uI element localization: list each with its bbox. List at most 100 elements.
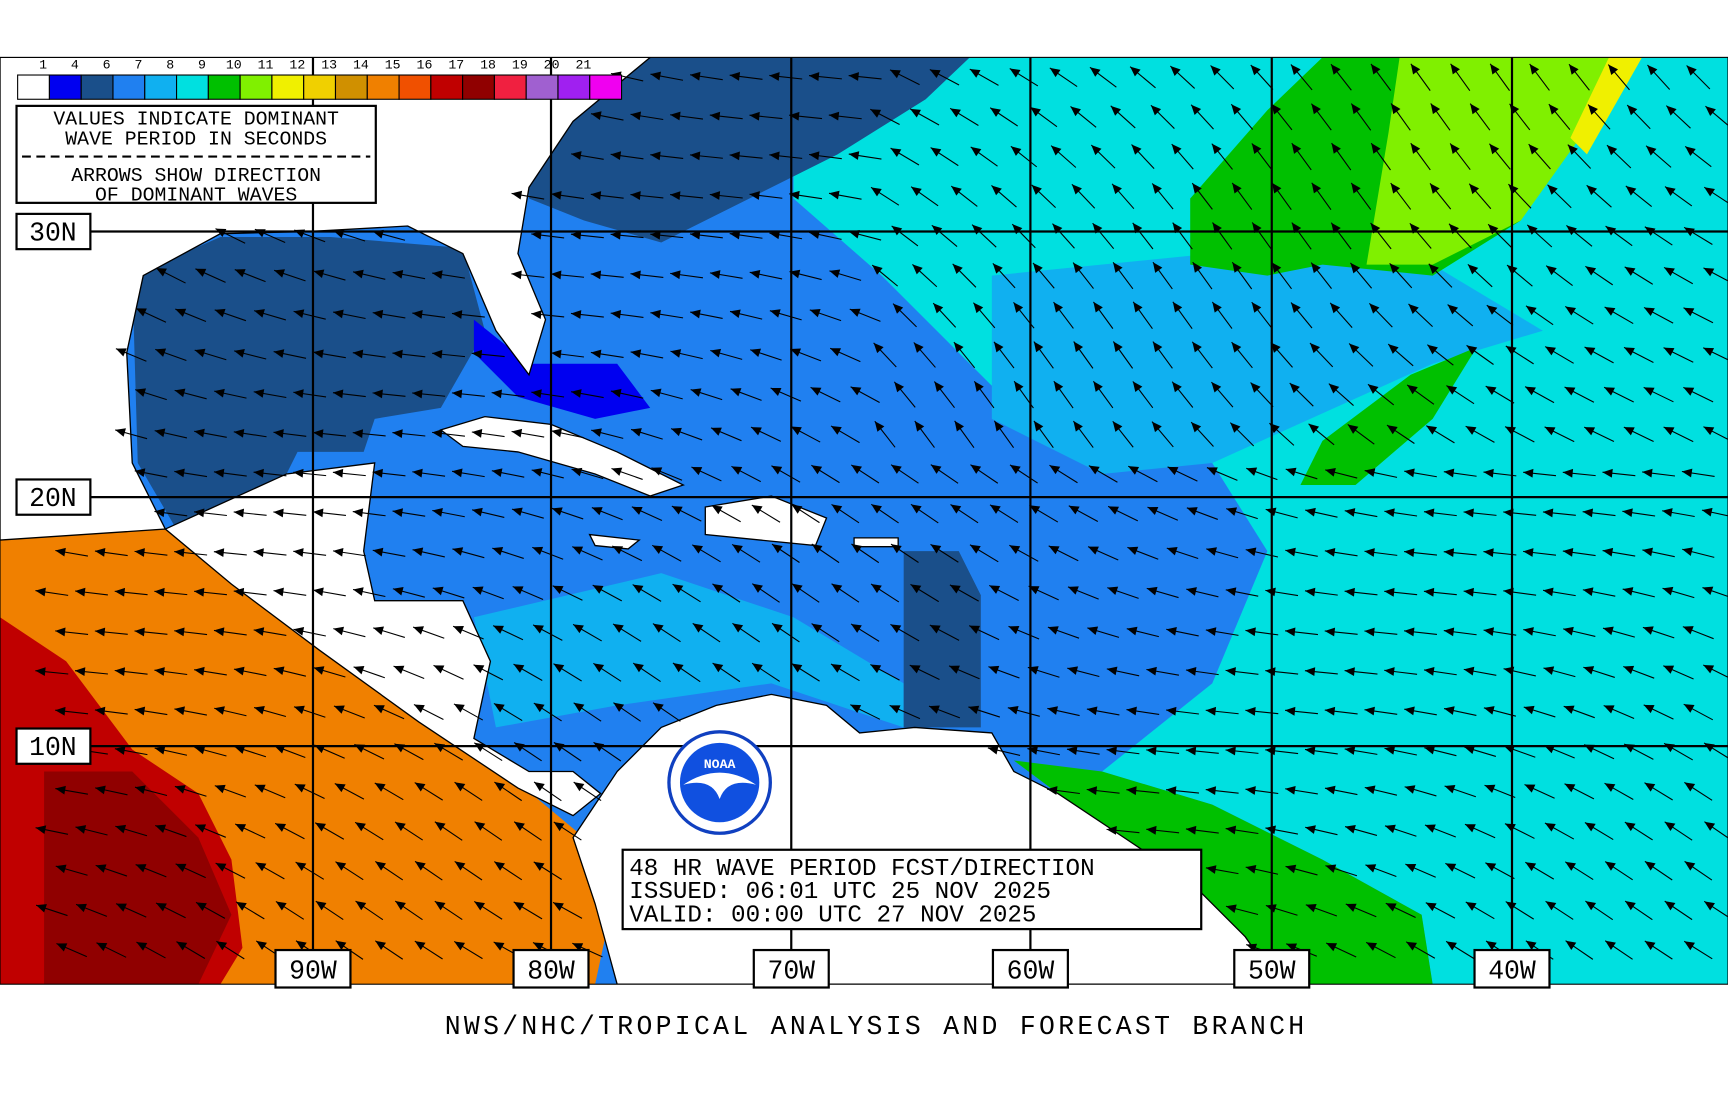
wave-arrow-head: [1585, 901, 1597, 911]
wave-arrow-head: [749, 111, 760, 121]
wave-arrow-head: [1644, 782, 1656, 792]
wave-arrow-head: [1071, 184, 1082, 195]
wave-arrow-head: [1443, 468, 1455, 478]
wave-arrow-head: [973, 302, 984, 314]
legend-label: 21: [575, 57, 591, 72]
legend-label: 8: [166, 57, 174, 72]
wave-arrow-head: [1529, 63, 1540, 75]
wave-arrow-head: [1091, 145, 1102, 156]
dark-blue-caribbean: [903, 551, 981, 728]
wave-arrow-head: [1007, 706, 1019, 715]
wave-arrow-head: [1010, 146, 1022, 156]
wave-arrow-head: [451, 389, 463, 399]
wave-arrow-head: [929, 624, 941, 634]
wave-arrow-head: [610, 230, 621, 240]
wave-arrow-head: [1623, 665, 1635, 675]
wave-arrow-head: [1644, 940, 1656, 951]
wave-arrow-head: [994, 420, 1004, 432]
wave-arrow-head: [1446, 385, 1458, 395]
wave-arrow-head: [1225, 904, 1237, 913]
wave-arrow-head: [710, 348, 722, 358]
wave-arrow-head: [772, 623, 783, 633]
wave-arrow-head: [1703, 665, 1715, 674]
wave-arrow-head: [1424, 824, 1436, 833]
wave-arrow-head: [712, 663, 724, 673]
wave-arrow-head: [553, 663, 565, 673]
wave-arrow-head: [934, 381, 944, 393]
wave-arrow-head: [1245, 547, 1257, 557]
wave-arrow-head: [850, 386, 862, 396]
wave-arrow-head: [1701, 507, 1713, 517]
wave-arrow-head: [1033, 341, 1044, 353]
wave-arrow-head: [1685, 146, 1696, 156]
wave-arrow-head: [910, 108, 921, 118]
wave-arrow-head: [294, 784, 306, 793]
wave-arrow-head: [769, 151, 780, 161]
wave-arrow-head: [1425, 902, 1437, 912]
wave-arrow-head: [1548, 104, 1559, 115]
wave-arrow-head: [134, 785, 146, 794]
wave-arrow-head: [1086, 786, 1098, 795]
wave-arrow-head: [432, 508, 443, 517]
wave-arrow-head: [848, 151, 860, 160]
legend-label: 14: [353, 57, 369, 72]
wave-arrow-head: [1166, 627, 1177, 636]
wave-arrow-head: [1602, 468, 1613, 478]
wave-arrow-head: [1047, 786, 1058, 795]
wave-arrow-head: [851, 543, 863, 554]
wave-arrow-head: [1563, 626, 1574, 636]
wave-arrow-head: [969, 69, 981, 78]
wave-arrow-head: [751, 427, 762, 436]
wave-arrow-head: [1663, 665, 1675, 674]
wave-arrow-head: [970, 146, 982, 157]
wave-arrow-head: [1566, 225, 1577, 236]
wave-arrow-head: [1384, 587, 1395, 597]
wave-arrow-head: [313, 349, 324, 359]
wave-arrow-head: [912, 264, 923, 275]
wave-arrow-head: [1489, 143, 1500, 155]
wave-arrow-head: [1390, 183, 1401, 194]
wave-arrow-head: [1625, 901, 1636, 911]
wave-arrow-head: [590, 191, 602, 200]
wave-arrow-head: [1467, 264, 1479, 275]
forecast-line: ISSUED: 06:01 UTC 25 NOV 2025: [629, 879, 1051, 906]
wave-arrow-head: [1073, 341, 1084, 353]
wave-arrow-head: [1067, 666, 1079, 675]
wave-arrow-head: [1305, 825, 1316, 834]
wave-arrow-head: [1404, 548, 1415, 557]
wave-arrow-head: [1543, 666, 1555, 675]
wave-arrow-head: [769, 309, 781, 318]
wave-arrow-head: [709, 111, 721, 121]
wave-arrow-head: [392, 270, 404, 279]
wave-arrow-head: [1410, 143, 1421, 154]
legend-label: 17: [448, 57, 464, 72]
wave-arrow-head: [176, 941, 188, 951]
wave-arrow-head: [749, 269, 761, 279]
wave-arrow-head: [590, 349, 602, 359]
wave-arrow-head: [610, 310, 622, 319]
wave-arrow-head: [1324, 627, 1336, 637]
lon-label: 50W: [1248, 957, 1296, 987]
wave-arrow-head: [790, 348, 802, 357]
wave-arrow-head: [56, 943, 68, 952]
wave-arrow-head: [929, 69, 941, 79]
wave-arrow-head: [1304, 587, 1316, 597]
wave-arrow-head: [352, 508, 364, 518]
wave-arrow-head: [1285, 547, 1296, 557]
wave-arrow-head: [156, 902, 167, 912]
wave-arrow-head: [392, 508, 404, 517]
wave-arrow-head: [1328, 383, 1340, 394]
wave-arrow-head: [215, 863, 227, 872]
wave-arrow-head: [1423, 587, 1435, 597]
wave-arrow-head: [1404, 785, 1416, 794]
wave-arrow-head: [135, 864, 147, 873]
wave-arrow-head: [1664, 186, 1676, 196]
wave-arrow-head: [1705, 106, 1716, 116]
wave-arrow-head: [1424, 745, 1436, 755]
wave-arrow-head: [570, 230, 582, 240]
wave-arrow-head: [96, 942, 108, 952]
wave-arrow-head: [234, 745, 246, 754]
wave-arrow-head: [751, 505, 763, 514]
wave-arrow-head: [1622, 508, 1633, 518]
wave-arrow-head: [76, 903, 87, 913]
